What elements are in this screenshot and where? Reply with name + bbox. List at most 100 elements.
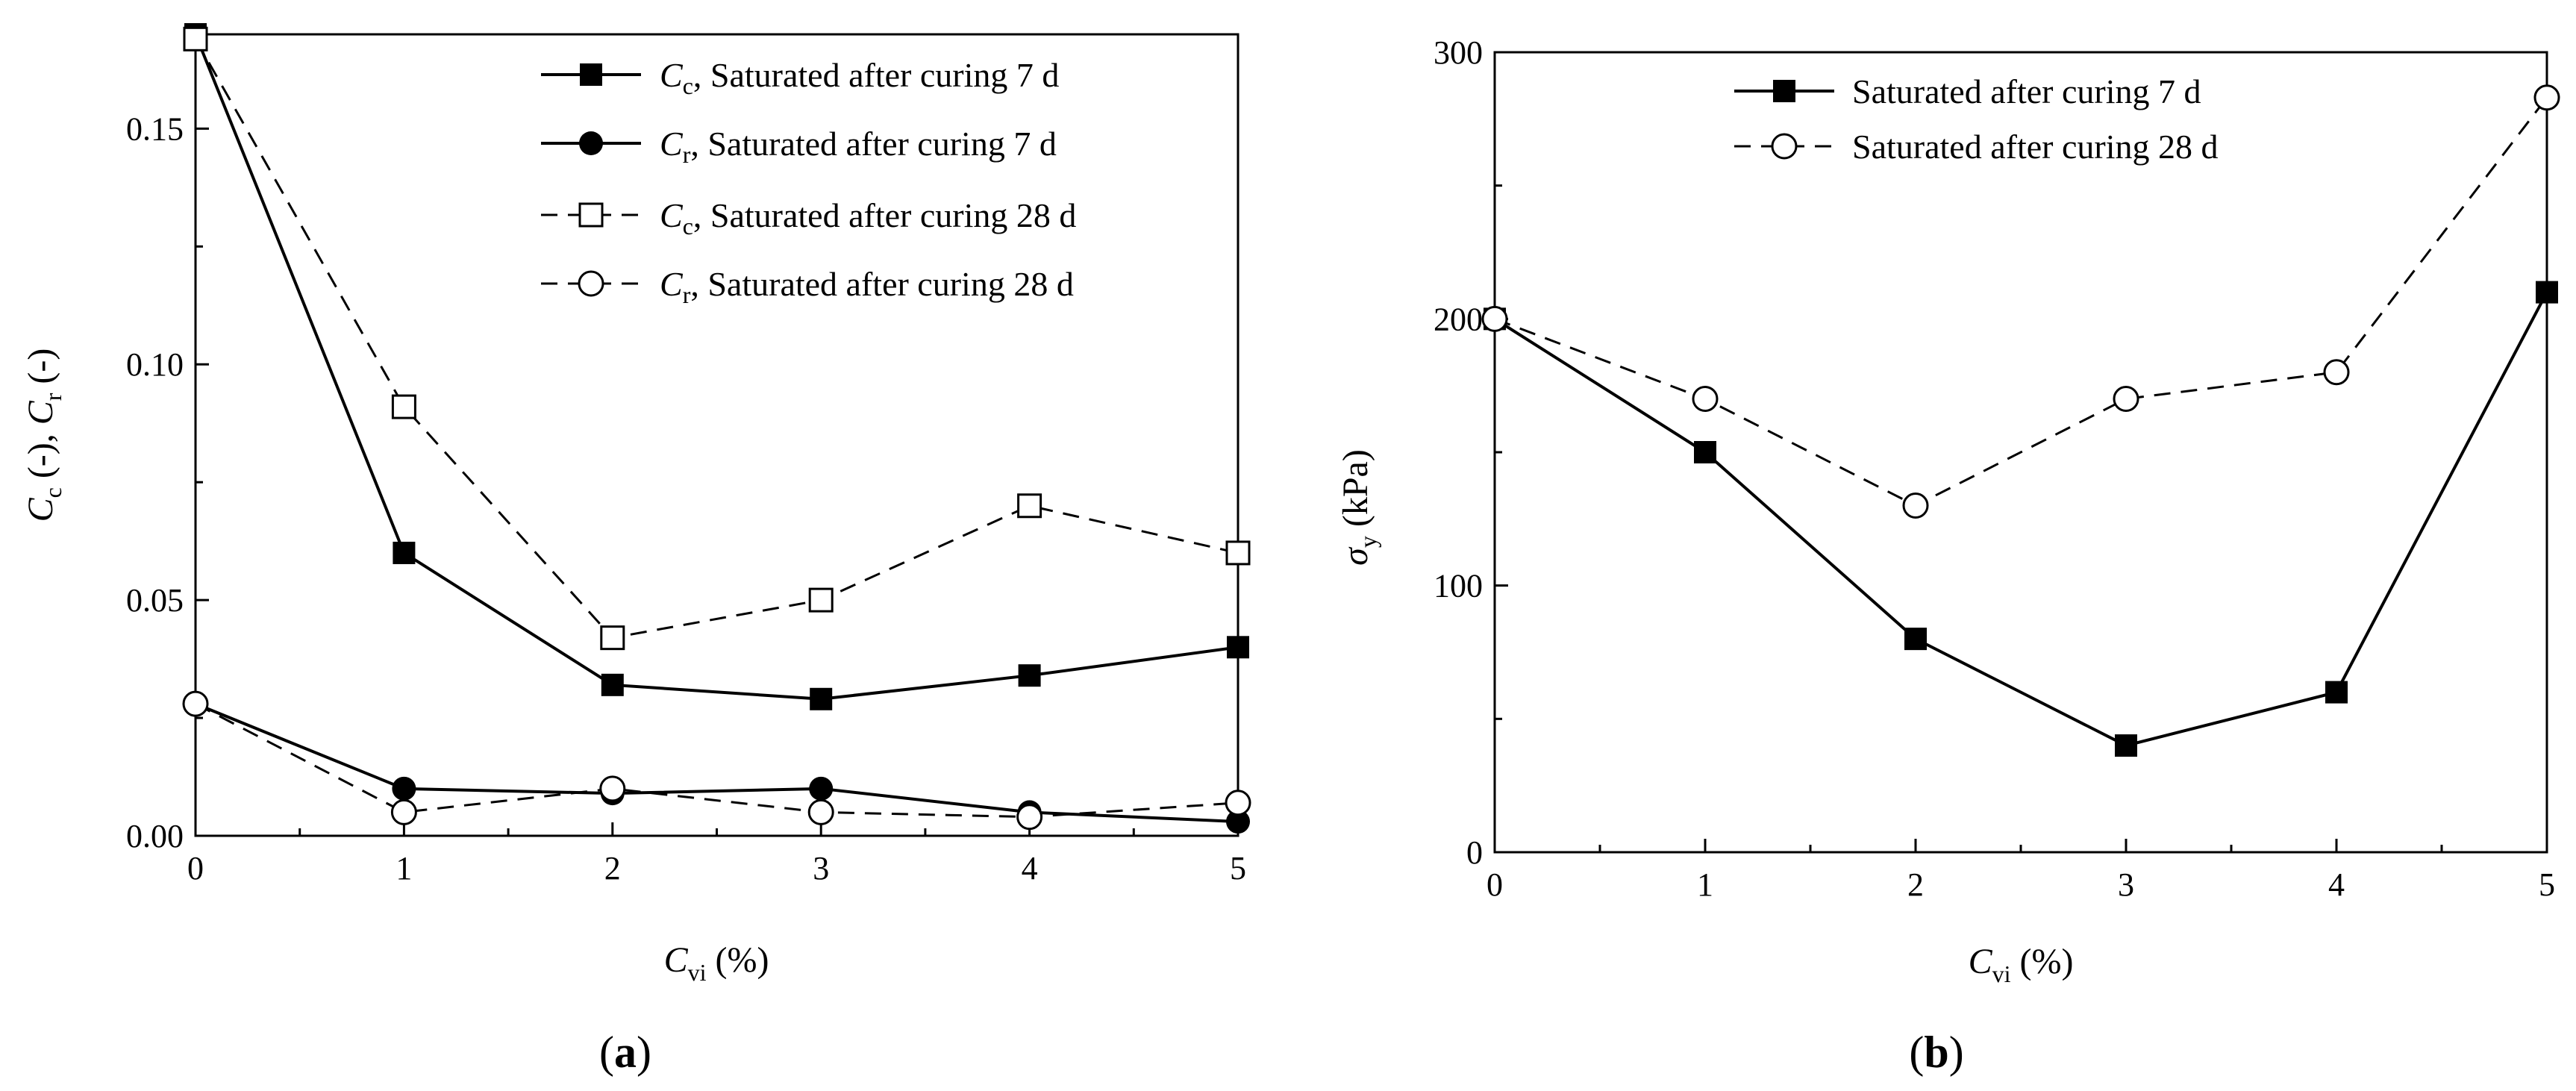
- chart-a-y-title-p2: (-),: [21, 425, 60, 487]
- chart-0-series-0-point-2: [601, 673, 624, 696]
- chart-a-legend-entry-2: Cr, Saturated after curing 7 d: [541, 125, 1057, 168]
- chart-a-x-axis-title: Cvi (%): [664, 940, 769, 986]
- chart-0-series-2-point-5: [1225, 540, 1251, 566]
- chart-1-series-1-point-2: [1902, 492, 1929, 519]
- legend-a-text-4: Cr, Saturated after curing 28 d: [660, 265, 1074, 308]
- legend-a-name-1: , Saturated after curing 7 d: [693, 56, 1059, 94]
- legend-a-marker-2: [579, 131, 603, 155]
- chart-0-x-tick-label-4: 4: [1022, 850, 1038, 887]
- chart-0-series-0-point-3: [810, 687, 833, 710]
- chart-1-series-1-point-3: [2113, 386, 2139, 413]
- chart-0-series-3-point-2: [599, 775, 626, 802]
- chart-1-series-markers: [1481, 84, 2560, 757]
- chart-a-series: [182, 23, 1251, 834]
- chart-0-series-0-point-4: [1018, 664, 1041, 687]
- chart-1-series-1-point-0: [1481, 305, 1508, 332]
- chart-0-x-tick-label-3: 3: [813, 850, 829, 887]
- legend-a-sym-4: C: [660, 265, 684, 303]
- legend-a-name-2: , Saturated after curing 7 d: [690, 125, 1056, 163]
- chart-1-series-1-point-5: [2533, 84, 2560, 111]
- chart-b-series: [1481, 84, 2560, 757]
- chart-0-series-0-point-5: [1227, 636, 1249, 659]
- chart-a-y-title-s1: c: [40, 487, 66, 498]
- chart-a-y-axis-title: Cc (-), Cr (-): [21, 348, 66, 522]
- panel-label-b-letter: b: [1924, 1028, 1948, 1077]
- chart-1-x-tick-label-0: 0: [1486, 866, 1503, 903]
- chart-a-y-title-s2: r: [40, 393, 66, 401]
- chart-0-series-2-point-4: [1017, 493, 1042, 519]
- chart-0-x-tick-label-2: 2: [604, 850, 621, 887]
- legend-a-sym-3: C: [660, 196, 684, 234]
- chart-1-series-0-point-2: [1904, 628, 1927, 651]
- legend-b-marker-1: [1773, 80, 1795, 102]
- chart-a-legend-entry-4: Cr, Saturated after curing 28 d: [541, 265, 1074, 308]
- chart-1-y-tick-label-3: 300: [1434, 34, 1483, 71]
- legend-a-sym-1: C: [660, 56, 684, 94]
- chart-0-series-3-point-5: [1225, 790, 1251, 816]
- chart-b-legend-entry-2: Saturated after curing 28 d: [1734, 128, 2218, 166]
- chart-0-series-1-point-1: [392, 776, 416, 801]
- chart-1-series-0-line: [1493, 291, 2548, 748]
- chart-0-series-markers: [182, 23, 1251, 834]
- chart-b-y-axis-title: σy (kPa): [1336, 449, 1381, 566]
- legend-a-marker-1: [580, 63, 602, 86]
- legend-a-text-1: Cc, Saturated after curing 7 d: [660, 56, 1059, 99]
- chart-0-x-tick-label-5: 5: [1230, 850, 1246, 887]
- chart-b-y-title-s1: y: [1354, 536, 1381, 548]
- chart-0-series-3-point-0: [182, 690, 209, 717]
- chart-0-series-3-line: [195, 702, 1239, 819]
- chart-b-legend: Saturated after curing 7 d Saturated aft…: [1734, 72, 2218, 166]
- chart-0-x-tick-label-0: 0: [187, 850, 204, 887]
- chart-0-series-2-point-3: [808, 587, 834, 613]
- chart-0-series-2-point-2: [600, 625, 625, 651]
- chart-b-ticks: 0 1 2 3 4 5 0 100 200 300: [1434, 34, 2555, 903]
- panel-label-b: (b): [1909, 1028, 1963, 1077]
- chart-1-series-0-point-1: [1694, 441, 1716, 463]
- chart-1-x-tick-label-4: 4: [2328, 866, 2345, 903]
- chart-0-y-tick-label-1: 0.05: [126, 582, 184, 619]
- panel-label-a: (a): [599, 1028, 651, 1077]
- legend-b-text-1: Saturated after curing 7 d: [1852, 72, 2201, 110]
- panel-label-a-letter: a: [614, 1028, 637, 1077]
- chart-1-series-0-point-3: [2115, 734, 2137, 757]
- legend-a-marker-3: [578, 202, 604, 228]
- legend-a-marker-4: [578, 270, 604, 297]
- chart-b-x-axis-title: Cvi (%): [1969, 942, 2074, 987]
- chart-1-series-0-point-5: [2536, 281, 2558, 304]
- chart-a: 0 1 2 3 4 50.000.050.100.15 Cc, Saturated aft…: [21, 23, 1251, 1077]
- chart-0-series-3-point-4: [1016, 804, 1043, 831]
- chart-a-ticks: 0 1 2 3 4 5 0.00 0.05 0.10 0.15: [126, 110, 1246, 887]
- chart-b-y-title-p1: σ: [1336, 546, 1375, 566]
- chart-0-series-0-line: [194, 34, 1239, 701]
- chart-a-y-title-p3: C: [21, 400, 60, 425]
- chart-a-x-title-rest: (%): [706, 940, 769, 980]
- chart-a-y-title-p1: C: [21, 497, 60, 522]
- chart-a-y-title-p4: (-): [21, 348, 60, 393]
- chart-0-series-lines: [194, 34, 1239, 824]
- chart-1-x-tick-label-2: 2: [1907, 866, 1924, 903]
- chart-1-x-tick-label-5: 5: [2539, 866, 2555, 903]
- legend-a-sub-2: r: [683, 141, 691, 168]
- chart-1-series-1-line: [1494, 96, 2548, 507]
- legend-a-sub-4: r: [683, 281, 691, 308]
- chart-b: 0 1 2 3 4 5 0 100 200 300 Saturated after curing …: [1336, 34, 2560, 1077]
- chart-1-series-1-point-1: [1692, 386, 1719, 413]
- legend-a-sub-3: c: [683, 213, 693, 240]
- chart-0-series-0-point-1: [393, 541, 416, 564]
- legend-a-name-4: , Saturated after curing 28 d: [690, 265, 1073, 303]
- chart-0-series-3-point-3: [807, 798, 834, 825]
- legend-a-text-3: Cc, Saturated after curing 28 d: [660, 196, 1076, 240]
- chart-1-x-tick-label-1: 1: [1697, 866, 1713, 903]
- chart-b-legend-entry-1: Saturated after curing 7 d: [1734, 72, 2201, 110]
- chart-0-x-tick-label-1: 1: [396, 850, 412, 887]
- chart-0-series-1-point-3: [809, 776, 834, 801]
- chart-b-y-title-p2: (kPa): [1336, 449, 1375, 536]
- legend-a-sub-1: c: [683, 72, 693, 99]
- legend-b-marker-2: [1771, 133, 1798, 160]
- chart-a-x-title-sub: vi: [688, 959, 707, 986]
- legend-a-name-3: , Saturated after curing 28 d: [693, 196, 1076, 234]
- chart-1-series-lines: [1493, 96, 2548, 748]
- chart-b-x-title-sub: vi: [1992, 960, 2011, 987]
- chart-b-x-title-rest: (%): [2010, 942, 2073, 981]
